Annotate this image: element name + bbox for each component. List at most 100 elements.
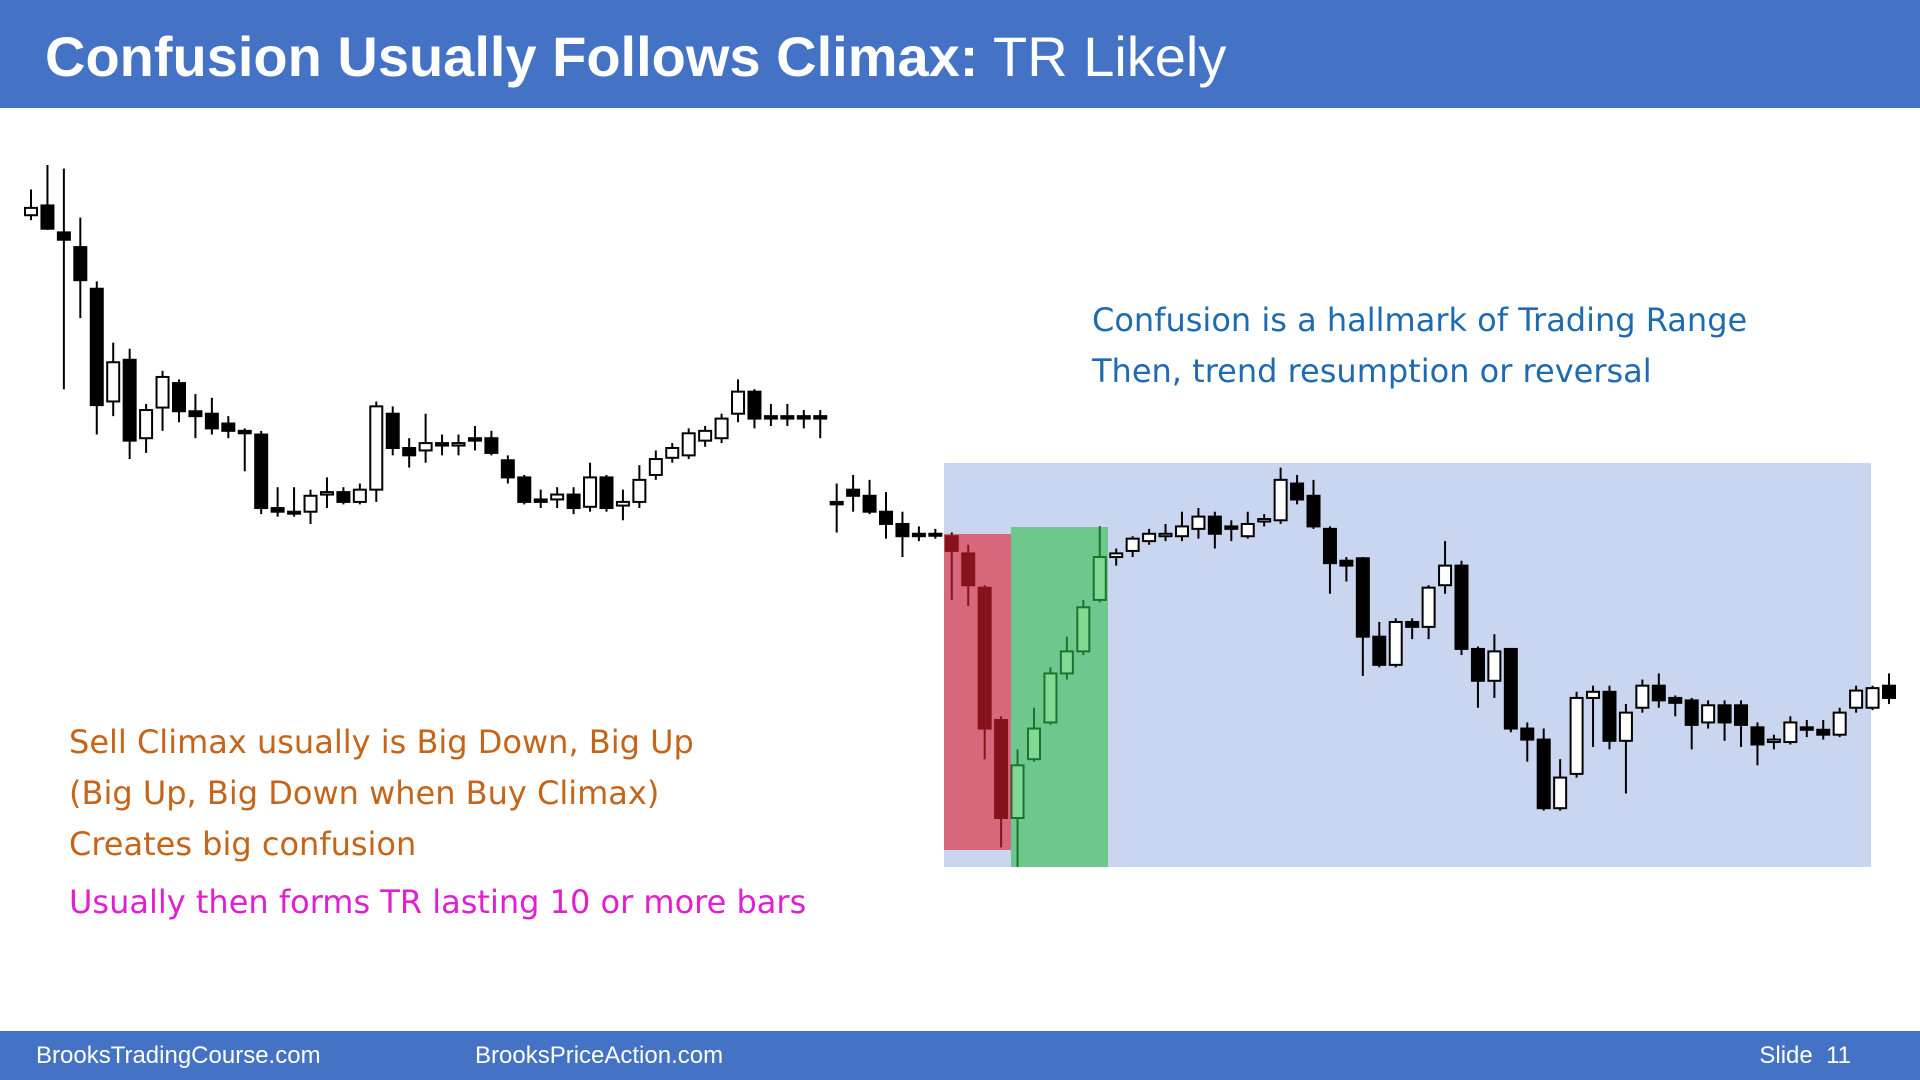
candle-body bbox=[319, 491, 334, 496]
footer-bar bbox=[0, 1031, 1920, 1080]
candle-body bbox=[829, 500, 844, 506]
climax-note: Creates big confusion bbox=[69, 825, 416, 863]
candle-body bbox=[1142, 532, 1157, 543]
candle-body bbox=[731, 390, 746, 415]
candle-body bbox=[517, 476, 532, 503]
range-note: Confusion is a hallmark of Trading Range bbox=[1092, 301, 1747, 339]
footer-left: BrooksTradingCourse.com bbox=[36, 1042, 321, 1069]
candle-body bbox=[40, 204, 55, 230]
candle-body bbox=[533, 498, 548, 503]
candle-body bbox=[188, 410, 203, 418]
candle-body bbox=[1865, 687, 1880, 709]
candle-body bbox=[1339, 559, 1354, 567]
candle-body bbox=[1734, 704, 1749, 726]
candle-body bbox=[106, 361, 121, 403]
candle-body bbox=[1849, 689, 1864, 709]
candle-body bbox=[221, 422, 236, 432]
candle-body bbox=[435, 442, 450, 447]
candle-body bbox=[1717, 704, 1732, 724]
slide-number: Slide 11 bbox=[1759, 1042, 1851, 1069]
header-bar bbox=[0, 0, 1920, 108]
candle-body bbox=[1174, 525, 1189, 538]
candle-body bbox=[418, 442, 433, 452]
candle-body bbox=[303, 494, 318, 513]
candle-body bbox=[599, 476, 614, 510]
candle-body bbox=[1684, 699, 1699, 726]
candle-body bbox=[1766, 738, 1781, 744]
candle-body bbox=[1470, 647, 1485, 682]
candle-body bbox=[1125, 537, 1140, 552]
candle-body bbox=[1536, 738, 1551, 810]
candle-body bbox=[1158, 532, 1173, 538]
footer-center: BrooksPriceAction.com bbox=[475, 1042, 723, 1069]
candle-body bbox=[237, 429, 252, 435]
candle-body bbox=[1520, 727, 1535, 741]
candle-body bbox=[1388, 620, 1403, 666]
candle-body bbox=[813, 415, 828, 420]
candle-body bbox=[665, 447, 680, 459]
candle-body bbox=[550, 493, 565, 501]
candle-body bbox=[122, 358, 137, 442]
candle-body bbox=[1257, 518, 1272, 523]
candle-body bbox=[583, 476, 598, 508]
range-note: Then, trend resumption or reversal bbox=[1091, 352, 1652, 390]
candle-body bbox=[566, 493, 581, 510]
candle-body bbox=[204, 412, 219, 430]
candle-body bbox=[1306, 494, 1321, 528]
candle-body bbox=[287, 510, 302, 515]
candle-body bbox=[1322, 527, 1337, 565]
candle-body bbox=[632, 478, 647, 503]
candle-body bbox=[1372, 635, 1387, 666]
candle-body bbox=[615, 500, 630, 507]
down-box bbox=[944, 534, 1011, 850]
candle-body bbox=[139, 409, 154, 440]
candle-body bbox=[1799, 726, 1814, 731]
candle-body bbox=[928, 532, 943, 537]
candle-body bbox=[1602, 690, 1617, 742]
title-rest: TR Likely bbox=[993, 25, 1226, 88]
candle-body bbox=[155, 375, 170, 409]
candle-body bbox=[1832, 711, 1847, 736]
candle-body bbox=[1240, 522, 1255, 538]
candle-body bbox=[911, 532, 926, 538]
candle-body bbox=[698, 429, 713, 442]
candle-body bbox=[254, 433, 269, 510]
candle-body bbox=[1273, 478, 1288, 522]
up-box bbox=[1011, 527, 1108, 867]
climax-note: Sell Climax usually is Big Down, Big Up bbox=[69, 723, 694, 761]
candle-body bbox=[1109, 552, 1124, 559]
candle-body bbox=[1586, 690, 1601, 699]
candle-body bbox=[1651, 684, 1666, 702]
candle-body bbox=[500, 459, 515, 479]
candle-body bbox=[1668, 696, 1683, 704]
candle-body bbox=[1701, 704, 1716, 724]
candle-body bbox=[1816, 728, 1831, 736]
candle-body bbox=[1569, 696, 1584, 775]
candle-body bbox=[24, 206, 38, 217]
candle-body bbox=[467, 437, 482, 442]
candle-body bbox=[796, 415, 811, 420]
candle-body bbox=[1207, 515, 1222, 535]
candle-body bbox=[648, 458, 663, 476]
candle-body bbox=[1618, 711, 1633, 742]
candle-body bbox=[1783, 721, 1798, 744]
candle-body bbox=[846, 488, 861, 497]
candle-body bbox=[1290, 482, 1305, 501]
candle-body bbox=[1421, 586, 1436, 628]
climax-note: (Big Up, Big Down when Buy Climax) bbox=[69, 774, 659, 812]
candle-body bbox=[484, 437, 499, 454]
candle-body bbox=[1635, 684, 1650, 709]
candle-body bbox=[1553, 776, 1568, 810]
candle-body bbox=[714, 417, 729, 440]
result-note: Usually then forms TR lasting 10 or more… bbox=[69, 883, 806, 921]
title: Confusion Usually Follows Climax: TR Lik… bbox=[45, 25, 1226, 88]
candle-body bbox=[879, 510, 894, 525]
candle-body bbox=[89, 287, 104, 407]
candle-body bbox=[780, 415, 795, 420]
candle-body bbox=[369, 405, 384, 491]
candle-body bbox=[1224, 525, 1239, 530]
candle-body bbox=[1355, 557, 1370, 638]
candle-body bbox=[862, 494, 877, 513]
candle-body bbox=[171, 382, 186, 413]
